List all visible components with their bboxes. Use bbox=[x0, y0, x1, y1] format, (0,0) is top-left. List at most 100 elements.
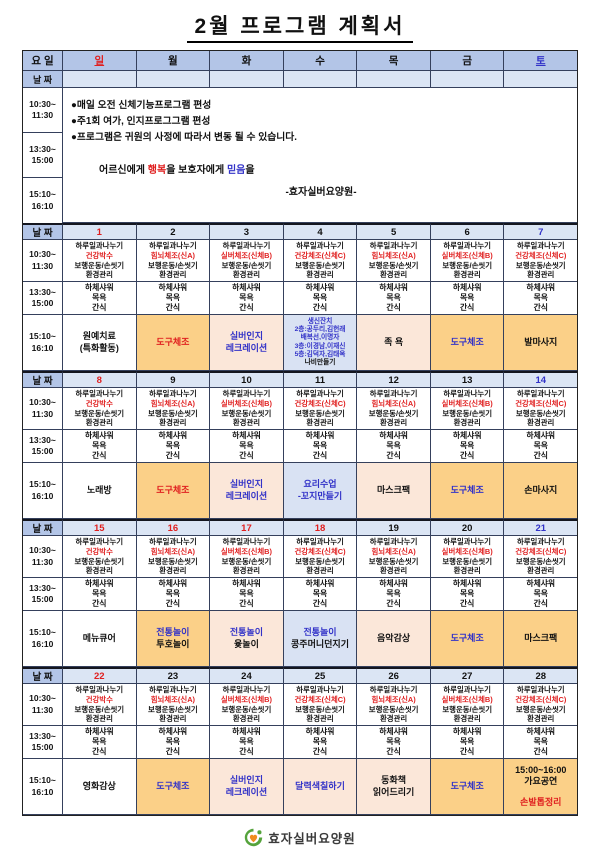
activity-line: 생신잔치 bbox=[307, 317, 333, 325]
activity-line: 보행운동/손씻기 bbox=[442, 408, 492, 418]
morning-activity-cell: 하루일과나누기 힘뇌체조(신A) 보행운동/손씻기 환경관리 bbox=[136, 240, 211, 282]
activity-line: 간식 bbox=[165, 599, 181, 609]
activity-line: 힘뇌체조(신A) bbox=[371, 694, 416, 704]
activity-line: 하루일과나누기 bbox=[516, 241, 565, 251]
activity-line: 목욕 bbox=[533, 440, 548, 450]
morning-activity-cell: 하루일과나누기 실버체조(신체B) 보행운동/손씻기 환경관리 bbox=[430, 536, 505, 578]
activity-line: 환경관리 bbox=[232, 418, 261, 428]
activity-line: 전통놀이 bbox=[229, 627, 263, 638]
activity-line: 하루일과나누기 bbox=[222, 685, 271, 695]
afternoon-activity-cell: 하체샤워 목욕 간식 bbox=[357, 430, 431, 463]
morning-activity-cell: 하루일과나누기 힘뇌체조(신A) 보행운동/손씻기 환경관리 bbox=[136, 388, 211, 430]
time-slot-evening: 15:10~ 16:10 bbox=[23, 178, 63, 223]
activity-line: 하체샤워 bbox=[452, 430, 482, 440]
evening-row: 15:10~ 16:10 노래방 도구체조 실버인지 레크레이션 요리수업 -꼬지만들기 마스… bbox=[23, 463, 578, 519]
activity-line: 간식 bbox=[533, 747, 548, 757]
time-cell: 13:30~ 15:00 bbox=[23, 282, 63, 315]
page-title-text: 2월 프로그램 계획서 bbox=[186, 15, 414, 43]
activity-line: 간식 bbox=[92, 599, 107, 609]
activity-line: 목욕 bbox=[533, 588, 548, 598]
morning-activity-cell: 하루일과나누기 건강체조(신체C) 보행운동/손씻기 환경관리 bbox=[283, 240, 358, 282]
activity-line: 환경관리 bbox=[380, 270, 408, 280]
activity-line: 5층:김덕자,김태옥 bbox=[294, 350, 346, 358]
activity-line: 목욕 bbox=[312, 736, 328, 746]
activity-line: 윷놀이 bbox=[234, 638, 259, 649]
weekday-cell: 월 bbox=[136, 51, 211, 71]
time-cell: 10:30~ 11:30 bbox=[23, 684, 63, 726]
activity-line: 목욕 bbox=[533, 736, 548, 746]
date-cell: 1 bbox=[63, 223, 137, 240]
activity-line: 간식 bbox=[239, 451, 254, 461]
afternoon-activity-cell: 하체샤워 목욕 간식 bbox=[136, 578, 211, 611]
activity-line: 건강박수 bbox=[85, 250, 113, 260]
evening-activity-cell: 15:00~16:00 가요공연 손발톱정리 bbox=[504, 759, 578, 815]
activity-line: 하루일과나누기 bbox=[296, 389, 344, 399]
week-date-row: 날 짜 15 16 17 18 19 20 21 bbox=[23, 519, 578, 536]
afternoon-activity-cell: 하체샤워 목욕 간식 bbox=[504, 430, 578, 463]
weekday-cell: 목 bbox=[357, 51, 431, 71]
evening-activity-cell: 마스크팩 bbox=[357, 463, 431, 519]
activity-line: 간식 bbox=[312, 451, 328, 461]
evening-activity-cell: 영화감상 bbox=[63, 759, 137, 815]
empty-date-cell bbox=[210, 71, 284, 88]
evening-activity-cell: 마스크팩 bbox=[504, 611, 578, 667]
weekday-cell: 금 bbox=[430, 51, 505, 71]
morning-activity-cell: 하루일과나누기 건강체조(신체C) 보행운동/손씻기 환경관리 bbox=[504, 388, 578, 430]
activity-line: 실버체조(신체B) bbox=[220, 694, 272, 704]
activity-line: 목욕 bbox=[460, 736, 475, 746]
activity-line: 하루일과나누기 bbox=[296, 537, 344, 547]
activity-line: 하체샤워 bbox=[84, 282, 114, 292]
morning-activity-cell: 하루일과나누기 건강박수 보행운동/손씻기 환경관리 bbox=[63, 684, 137, 726]
activity-line: 노래방 bbox=[86, 484, 112, 495]
time-cell: 10:30~ 11:30 bbox=[23, 240, 63, 282]
activity-line: 전통놀이 bbox=[303, 627, 337, 638]
afternoon-activity-cell: 하체샤워 목욕 간식 bbox=[136, 430, 211, 463]
slogan-part: 을 bbox=[245, 165, 255, 177]
activity-line: 환경관리 bbox=[380, 418, 408, 428]
slogan-part: 믿음 bbox=[226, 165, 246, 177]
activity-line: 하루일과나누기 bbox=[369, 537, 418, 547]
date-cell: 7 bbox=[504, 223, 578, 240]
activity-line: 환경관리 bbox=[380, 714, 408, 724]
activity-line: 간식 bbox=[312, 599, 328, 609]
activity-line: 하루일과나누기 bbox=[369, 241, 418, 251]
activity-line: 마스크팩 bbox=[377, 484, 411, 495]
activity-line: 간식 bbox=[239, 747, 254, 757]
activity-line: 발마사지 bbox=[524, 336, 558, 347]
activity-line: 목욕 bbox=[386, 588, 401, 598]
activity-line: 힘뇌체조(신A) bbox=[150, 694, 195, 704]
activity-line: 간식 bbox=[386, 303, 401, 313]
activity-line: 환경관리 bbox=[380, 566, 408, 576]
activity-line: 보행운동/손씻기 bbox=[442, 556, 492, 566]
date-cell: 26 bbox=[357, 667, 431, 684]
evening-activity-cell: 메뉴큐어 bbox=[63, 611, 137, 667]
activity-line: 보행운동/손씻기 bbox=[515, 408, 566, 418]
activity-line: 보행운동/손씻기 bbox=[368, 704, 419, 714]
activity-line: 보행운동/손씻기 bbox=[74, 704, 125, 714]
activity-line: 보행운동/손씻기 bbox=[515, 260, 566, 270]
date-cell: 17 bbox=[210, 519, 284, 536]
activity-line: 목욕 bbox=[312, 588, 328, 598]
weekday-cell: 일 bbox=[63, 51, 137, 71]
activity-line: 목욕 bbox=[165, 292, 181, 302]
activity-line: 힘뇌체조(신A) bbox=[150, 250, 195, 260]
activity-line: 환경관리 bbox=[306, 270, 334, 280]
activity-line: 간식 bbox=[386, 599, 401, 609]
time-cell: 13:30~ 15:00 bbox=[23, 578, 63, 611]
activity-line: 하체샤워 bbox=[305, 726, 335, 736]
date-cell: 27 bbox=[430, 667, 505, 684]
activity-line: -꼬지만들기 bbox=[297, 490, 343, 501]
date-row-label: 날 짜 bbox=[23, 519, 63, 536]
activity-line: 건강체조(신체C) bbox=[515, 250, 567, 260]
date-cell: 20 bbox=[430, 519, 505, 536]
activity-line: 실버체조(신체B) bbox=[220, 250, 272, 260]
activity-line: 읽어드리기 bbox=[372, 786, 415, 797]
afternoon-activity-cell: 하체샤워 목욕 간식 bbox=[63, 282, 137, 315]
activity-line: 간식 bbox=[460, 303, 475, 313]
activity-line: 레크레이션 bbox=[225, 786, 268, 797]
morning-activity-cell: 하루일과나누기 힘뇌체조(신A) 보행운동/손씻기 환경관리 bbox=[357, 684, 431, 726]
activity-line: 하체샤워 bbox=[526, 578, 556, 588]
activity-line: 하루일과나누기 bbox=[149, 685, 197, 695]
top-date-row: 날 짜 bbox=[23, 71, 578, 88]
